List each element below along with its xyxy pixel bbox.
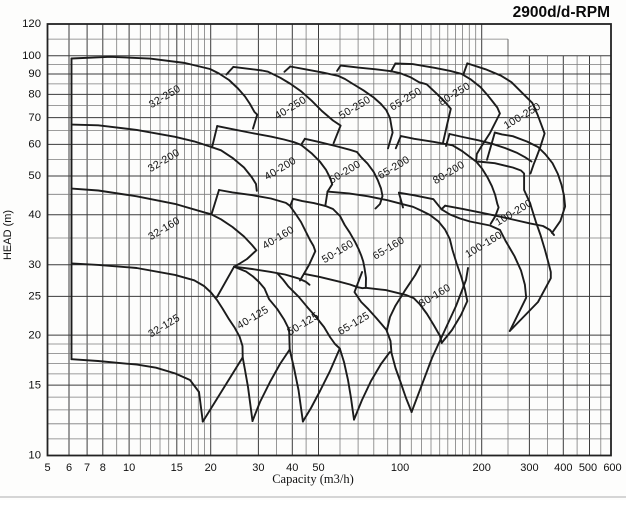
svg-text:5: 5 [44, 462, 50, 474]
svg-text:60: 60 [28, 139, 41, 151]
svg-text:600: 600 [603, 462, 621, 474]
svg-text:7: 7 [84, 462, 90, 474]
svg-text:50: 50 [312, 462, 324, 474]
svg-text:8: 8 [100, 462, 106, 474]
svg-text:40: 40 [286, 462, 298, 474]
svg-text:2900d/d-RPM: 2900d/d-RPM [513, 4, 610, 21]
svg-text:10: 10 [28, 450, 41, 462]
svg-text:200: 200 [473, 462, 491, 474]
svg-text:15: 15 [28, 379, 41, 391]
svg-text:15: 15 [171, 462, 183, 474]
svg-text:30: 30 [28, 259, 41, 271]
svg-text:70: 70 [28, 112, 41, 124]
svg-text:500: 500 [579, 462, 597, 474]
svg-text:50: 50 [28, 170, 41, 182]
svg-text:80: 80 [28, 89, 41, 101]
svg-text:25: 25 [28, 291, 41, 303]
svg-text:40: 40 [28, 209, 41, 221]
svg-text:20: 20 [205, 462, 217, 474]
svg-text:100: 100 [22, 50, 41, 62]
svg-text:300: 300 [520, 462, 538, 474]
svg-text:100: 100 [391, 462, 409, 474]
svg-text:HEAD (m): HEAD (m) [2, 210, 14, 260]
svg-text:6: 6 [66, 462, 72, 474]
svg-text:20: 20 [28, 329, 41, 341]
svg-text:30: 30 [252, 462, 264, 474]
svg-text:10: 10 [123, 462, 135, 474]
svg-text:90: 90 [28, 68, 41, 80]
svg-text:Capacity (m3/h): Capacity (m3/h) [272, 472, 354, 486]
svg-text:400: 400 [554, 462, 572, 474]
svg-text:120: 120 [22, 18, 41, 30]
